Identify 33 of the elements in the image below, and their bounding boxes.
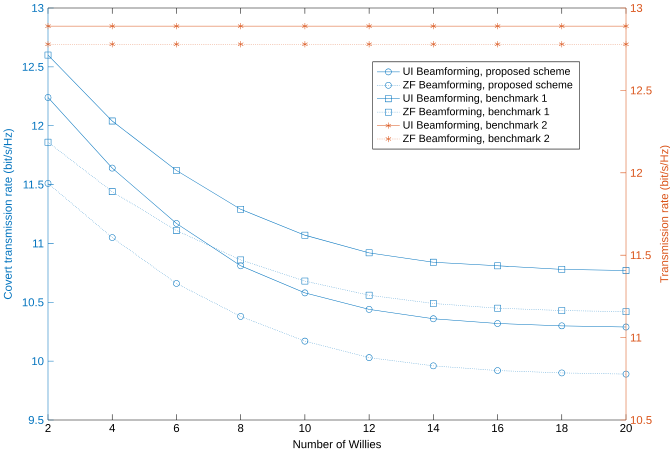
legend-label: UI Beamforming, benchmark 1 — [404, 94, 547, 104]
x-tick-label: 2 — [45, 424, 51, 432]
y2-tick-label: 11.5 — [630, 251, 651, 260]
legend-label: ZF Beamforming, benchmark 2 — [403, 134, 550, 144]
y-tick-label: 11.5 — [24, 180, 44, 189]
legend-label: ZF Beamforming, proposed scheme — [403, 80, 572, 91]
y2-tick-label: 11 — [630, 334, 642, 342]
y-tick-label: 12.5 — [22, 62, 44, 71]
y-tick-label: 13 — [32, 4, 44, 12]
legend-label: UI Beamforming, proposed scheme — [404, 67, 570, 78]
y-tick-label: 12 — [32, 122, 44, 130]
y2-tick-label: 12 — [630, 168, 642, 177]
y2-axis-title: Transmission rate (bit/s/Hz) — [660, 146, 670, 283]
y-axis-title: Covert transmission rate (bit/s/Hz) — [4, 129, 14, 300]
x-tick-label: 14 — [428, 424, 440, 432]
x-tick-label: 16 — [492, 424, 504, 432]
x-tick-label: 6 — [174, 424, 180, 432]
legend-label: ZF Beamforming, benchmark 1 — [403, 107, 550, 118]
y2-tick-label: 13 — [630, 4, 642, 12]
x-tick-label: 18 — [556, 424, 568, 432]
y-tick-label: 10 — [32, 357, 44, 366]
x-tick-label: 10 — [299, 424, 311, 432]
x-tick-label: 4 — [109, 424, 116, 432]
y2-tick-label: 10.5 — [630, 416, 652, 424]
legend-label: UI Beamforming, benchmark 2 — [404, 120, 547, 131]
x-axis-title: Number of Willies — [294, 440, 381, 448]
x-tick-label: 20 — [620, 424, 632, 432]
y-tick-label: 11 — [33, 240, 44, 248]
y-tick-label: 9.5 — [28, 416, 44, 424]
x-tick-label: 8 — [238, 424, 244, 432]
y-tick-label: 10.5 — [22, 298, 44, 306]
y2-tick-label: 12.5 — [630, 86, 652, 94]
x-tick-label: 12 — [364, 424, 375, 432]
